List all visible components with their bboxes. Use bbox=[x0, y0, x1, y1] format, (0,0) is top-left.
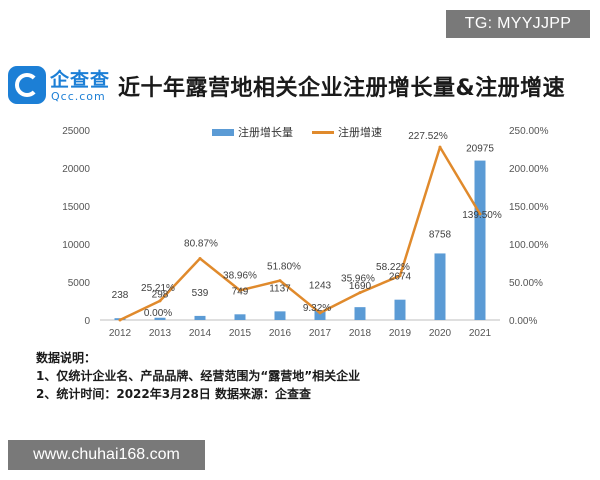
x-tick-label: 2012 bbox=[109, 328, 132, 339]
notes-line-1: 1、仅统计企业名、产品品牌、经营范围为“露营地”相关企业 bbox=[36, 369, 361, 383]
y-right-tick-label: 0.00% bbox=[509, 316, 537, 327]
y-left-tick-label: 15000 bbox=[62, 202, 90, 213]
x-tick-label: 2019 bbox=[389, 328, 412, 339]
y-right-tick-label: 150.00% bbox=[509, 202, 549, 213]
bar bbox=[474, 160, 486, 320]
x-tick-label: 2013 bbox=[149, 328, 172, 339]
bar bbox=[354, 307, 366, 320]
bar bbox=[194, 315, 206, 320]
qcc-logo: 企查查 Qcc.com bbox=[8, 64, 114, 110]
line-point bbox=[398, 274, 402, 278]
bar-data-label: 1690 bbox=[349, 281, 372, 292]
x-tick-label: 2016 bbox=[269, 328, 292, 339]
x-tick-label: 2021 bbox=[469, 328, 492, 339]
bar-data-label: 238 bbox=[112, 290, 129, 301]
y-left-tick-label: 5000 bbox=[68, 278, 91, 289]
bar-data-label: 298 bbox=[152, 290, 169, 301]
line-point bbox=[438, 145, 442, 149]
bar-data-label: 1137 bbox=[269, 283, 291, 294]
logo-domain: Qcc.com bbox=[51, 90, 106, 103]
line-data-label: 139.50% bbox=[462, 210, 502, 221]
line-data-label: 227.52% bbox=[408, 131, 448, 142]
y-left-tick-label: 25000 bbox=[62, 126, 90, 137]
x-tick-label: 2014 bbox=[189, 328, 212, 339]
x-tick-label: 2020 bbox=[429, 328, 452, 339]
bar-data-label: 1243 bbox=[309, 281, 332, 292]
line-data-label: 58.22% bbox=[376, 262, 410, 273]
notes-heading: 数据说明： bbox=[36, 351, 97, 365]
legend-label-bar: 注册增长量 bbox=[238, 126, 293, 139]
x-tick-label: 2018 bbox=[349, 328, 372, 339]
bar bbox=[154, 317, 166, 320]
legend-swatch-bar bbox=[212, 129, 234, 136]
line-point bbox=[278, 279, 282, 283]
y-right-tick-label: 100.00% bbox=[509, 240, 549, 251]
line-point bbox=[358, 291, 362, 295]
bar-data-label: 2674 bbox=[389, 272, 412, 283]
legend-swatch-line bbox=[312, 131, 334, 134]
bar bbox=[274, 311, 286, 320]
line-data-label: 38.96% bbox=[223, 270, 257, 281]
line-point bbox=[118, 318, 122, 322]
y-right-tick-label: 200.00% bbox=[509, 164, 549, 175]
line-data-label: 51.80% bbox=[267, 262, 301, 273]
y-right-tick-label: 50.00% bbox=[509, 278, 543, 289]
x-tick-label: 2017 bbox=[309, 328, 332, 339]
y-left-tick-label: 20000 bbox=[62, 164, 90, 175]
bar bbox=[234, 314, 246, 320]
line-data-label: 9.32% bbox=[303, 303, 331, 314]
data-notes: 数据说明： 1、仅统计企业名、产品品牌、经营范围为“露营地”相关企业 2、统计时… bbox=[36, 349, 456, 403]
watermark-top: TG: MYYJJPP bbox=[446, 10, 590, 38]
watermark-bottom: www.chuhai168.com bbox=[8, 440, 205, 470]
logo-name: 企查查 bbox=[50, 69, 111, 91]
bar bbox=[394, 299, 406, 320]
qcc-logo-icon bbox=[8, 66, 46, 104]
bar bbox=[314, 310, 326, 320]
y-right-tick-label: 250.00% bbox=[509, 126, 549, 137]
chart-title: 近十年露营地相关企业注册增长量&注册增速 bbox=[118, 76, 566, 101]
line-data-label: 25.21% bbox=[141, 283, 175, 294]
y-left-tick-label: 0 bbox=[84, 316, 90, 327]
line-point bbox=[238, 288, 242, 292]
bar-data-label: 20975 bbox=[466, 144, 494, 155]
bar bbox=[434, 253, 446, 320]
line-point bbox=[158, 299, 162, 303]
growth-rate-line bbox=[119, 145, 482, 322]
bar-data-label: 8758 bbox=[429, 229, 452, 240]
bar-data-label: 749 bbox=[232, 286, 249, 297]
line-point bbox=[478, 212, 482, 216]
line-point bbox=[318, 311, 322, 315]
line-data-label-baseline: 0.00% bbox=[144, 308, 172, 319]
bar-data-label: 539 bbox=[192, 288, 209, 299]
y-left-tick-label: 10000 bbox=[62, 240, 90, 251]
line-data-label: 35.96% bbox=[341, 274, 375, 285]
notes-line-2: 2、统计时间：2022年3月28日 数据来源：企查查 bbox=[36, 387, 311, 401]
x-tick-label: 2015 bbox=[229, 328, 252, 339]
line-point bbox=[198, 257, 202, 261]
legend-label-line: 注册增速 bbox=[338, 126, 382, 139]
line-data-label: 80.87% bbox=[184, 239, 218, 250]
